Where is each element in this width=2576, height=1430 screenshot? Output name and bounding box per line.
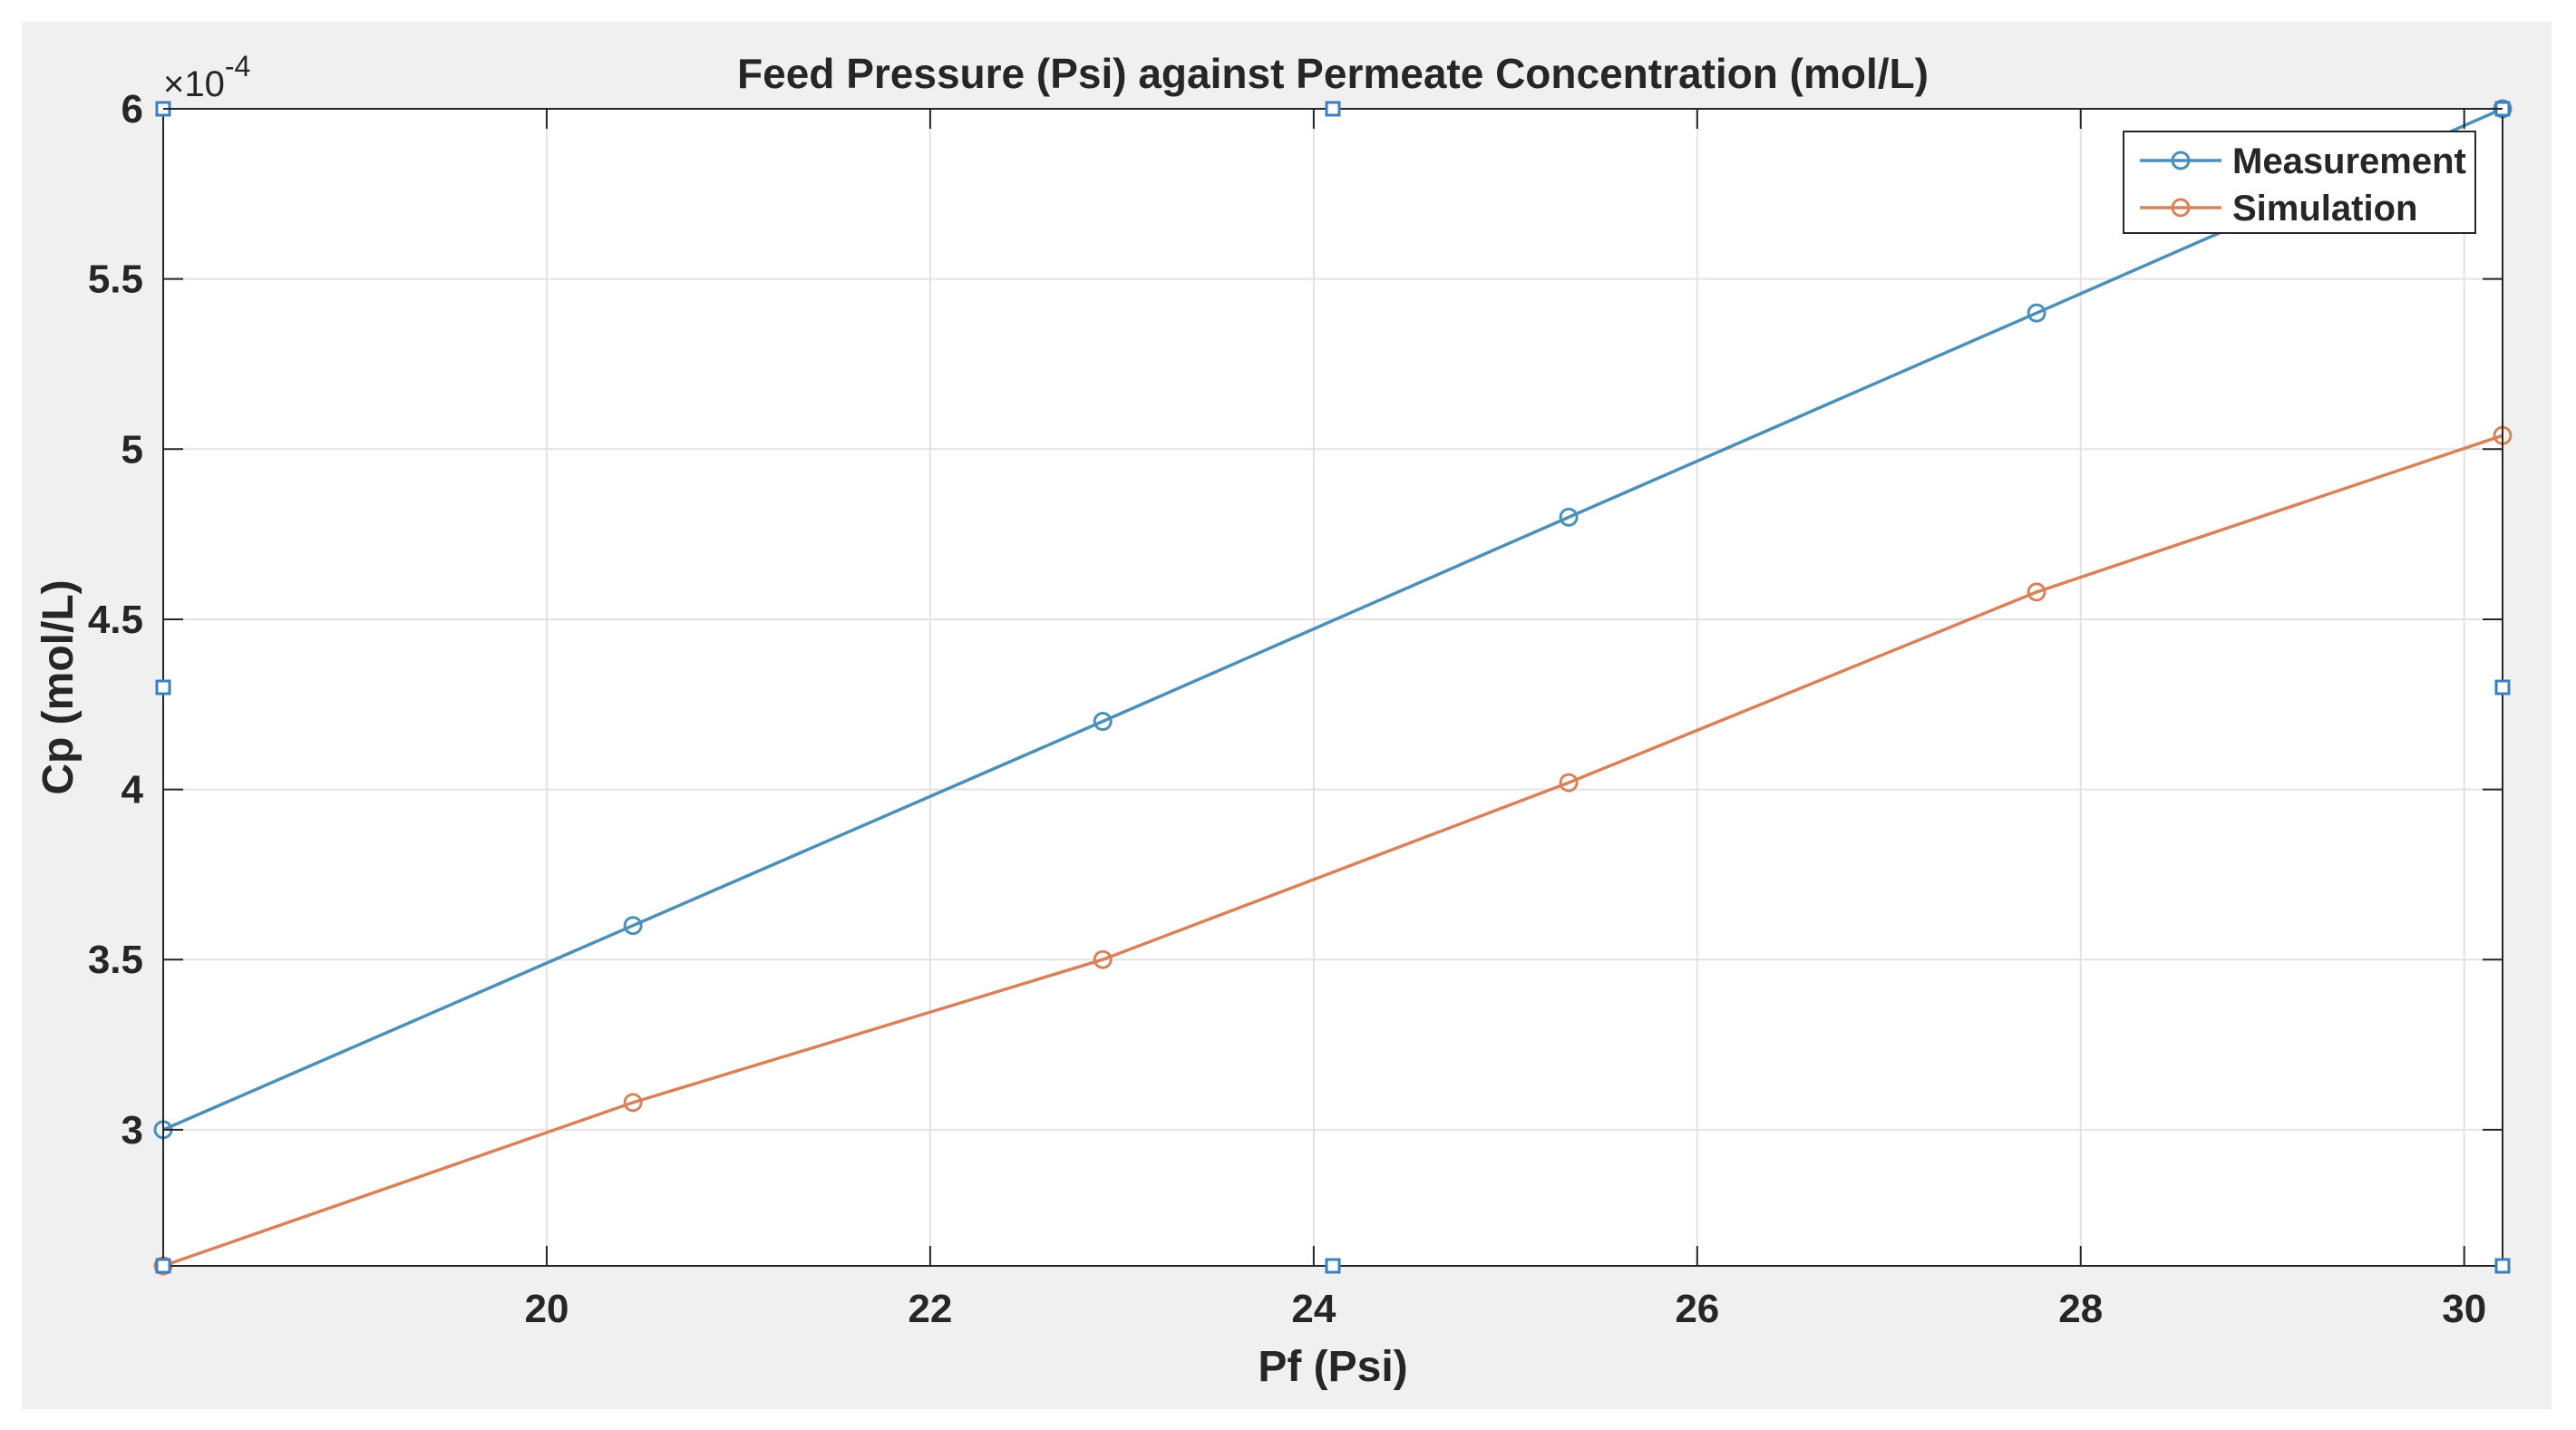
edge-marker xyxy=(2494,1258,2511,1274)
y-tick-label: 4 xyxy=(122,768,144,812)
data-point-measurement xyxy=(1093,712,1113,732)
x-tick-label: 20 xyxy=(524,1287,569,1331)
legend-entry-measurement: Measurement xyxy=(2140,141,2466,181)
y-axis-label: Cp (mol/L) xyxy=(34,579,83,794)
exponent-power: -4 xyxy=(225,50,250,83)
x-tick-label: 28 xyxy=(2058,1287,2103,1331)
plot-area xyxy=(163,109,2503,1266)
y-tick-label: 5.5 xyxy=(88,258,143,302)
legend-label: Simulation xyxy=(2232,189,2417,229)
y-tick-label: 5 xyxy=(122,427,143,472)
legend-marker xyxy=(2171,151,2191,170)
series-line-simulation xyxy=(162,433,2503,1268)
data-point-measurement xyxy=(623,916,643,936)
data-point-simulation xyxy=(1559,773,1579,793)
y-tick-label: 3 xyxy=(122,1108,143,1153)
data-point-simulation xyxy=(623,1093,643,1113)
y-tick-label: 4.5 xyxy=(88,598,143,642)
edge-marker xyxy=(1325,1258,1341,1274)
x-tick-layer: 20 22 24 26 28 30 xyxy=(524,109,2486,1331)
y-exponent-label: ×10-4 xyxy=(163,50,250,104)
edge-marker xyxy=(1325,101,1341,117)
x-axis-label: Pf (Psi) xyxy=(1258,1343,1407,1391)
edge-marker xyxy=(2494,679,2511,696)
x-tick-label: 26 xyxy=(1675,1287,1719,1331)
series-line-measurement xyxy=(162,107,2503,1132)
exponent-base: ×10 xyxy=(163,64,225,104)
legend-label: Measurement xyxy=(2232,141,2466,181)
x-tick-label: 30 xyxy=(2442,1287,2486,1331)
x-tick-label: 24 xyxy=(1291,1287,1336,1331)
edge-marker xyxy=(155,1258,171,1274)
y-tick-layer: 3 3.5 4 4.5 5 5.5 6 xyxy=(88,87,2503,1153)
data-point-simulation xyxy=(2027,582,2046,602)
data-point-simulation xyxy=(1093,949,1113,969)
legend-marker xyxy=(2171,198,2191,218)
legend-entry-simulation: Simulation xyxy=(2140,189,2417,229)
x-tick-label: 22 xyxy=(908,1287,952,1331)
edge-marker xyxy=(155,679,171,696)
legend-items: Measurement Simulation xyxy=(2140,141,2466,229)
data-point-measurement xyxy=(2027,303,2046,323)
y-tick-label: 3.5 xyxy=(88,938,143,982)
data-point-measurement xyxy=(1559,507,1579,527)
chart-title: Feed Pressure (Psi) against Permeate Con… xyxy=(737,50,1929,97)
legend: Measurement Simulation xyxy=(2123,131,2476,234)
y-tick-label: 6 xyxy=(122,87,143,131)
